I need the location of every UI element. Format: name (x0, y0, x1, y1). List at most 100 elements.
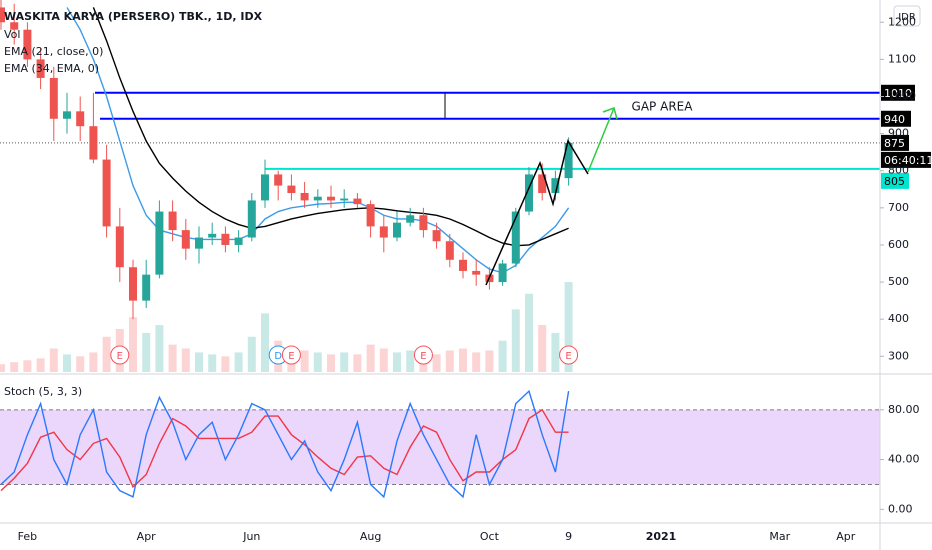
candle-body (525, 174, 533, 212)
price-label-box (881, 151, 931, 168)
stoch-line (0, 389, 570, 499)
event-marker (559, 345, 579, 365)
legend-entry: EMA (21, close, 0) (4, 45, 103, 58)
y-tick-label: 1100 (888, 52, 916, 65)
volume-bar (511, 309, 520, 372)
candle-body (511, 211, 520, 264)
volume-bar (300, 350, 309, 372)
candle-body (419, 215, 428, 231)
x-tick-label: Apr (137, 530, 157, 543)
y-tick-label: 300 (888, 349, 909, 362)
price-label: 805 (884, 175, 905, 188)
price-label: 06:40:11 (884, 154, 932, 167)
volume-bar (327, 354, 335, 372)
stoch-line (0, 408, 569, 492)
event-label: D (274, 351, 282, 362)
y-tick-label: 800 (888, 164, 909, 177)
candle-body (36, 59, 45, 78)
x-tick-label: Jun (242, 530, 260, 543)
candle-body (115, 226, 124, 268)
price-label-box (881, 110, 911, 127)
legend-entry: Vol (4, 28, 20, 41)
y-tick-label: 900 (888, 127, 909, 140)
stoch-legend: Stoch (5, 3, 3) (4, 385, 82, 398)
candle-body (340, 198, 349, 201)
candle-body (221, 233, 230, 245)
candle-body (155, 211, 164, 275)
candle-body (300, 192, 309, 201)
event-marker (110, 345, 130, 365)
candle-body (76, 111, 85, 127)
candle-body (445, 241, 454, 260)
y-tick-label: 1200 (888, 15, 916, 28)
volume-bar (366, 344, 375, 372)
arrow-head (602, 107, 618, 120)
zigzag-drawing (485, 139, 589, 286)
volume-bar (23, 360, 32, 372)
volume-bar (406, 350, 415, 372)
candle-body (459, 259, 467, 271)
legend-entry: EMA (34, EMA, 0) (4, 62, 99, 75)
candle-body (498, 263, 507, 283)
volume-bar (472, 352, 481, 372)
volume-bar (485, 350, 494, 372)
event-label: E (420, 351, 426, 362)
volume-bar (129, 317, 137, 372)
candle-body (274, 174, 283, 186)
event-label: E (565, 351, 571, 362)
volume-bar (340, 352, 349, 372)
volume-bar (89, 352, 98, 372)
volume-bar (459, 348, 467, 372)
volume-bar (102, 336, 111, 372)
candle-body (247, 200, 256, 238)
candle-body (208, 233, 217, 238)
volume-bar (0, 364, 5, 372)
volume-bar (551, 332, 560, 372)
volume-bar (353, 354, 362, 372)
x-tick-label: 9 (565, 530, 572, 543)
candle-body (234, 237, 243, 245)
candle-body (472, 270, 481, 275)
candle-body (379, 226, 388, 238)
candle-body (551, 178, 560, 193)
event-label: E (288, 351, 294, 362)
candle-body (287, 185, 296, 193)
y-tick-label: 500 (888, 275, 909, 288)
candle-body (49, 77, 58, 119)
y-tick-label: 700 (888, 201, 909, 214)
arrow-drawing (587, 107, 615, 173)
volume-bar (142, 332, 151, 372)
candle-body (23, 29, 32, 60)
price-label: 875 (884, 137, 905, 150)
event-label: E (117, 351, 123, 362)
volume-bar (208, 354, 217, 372)
currency-box[interactable] (893, 5, 921, 27)
candle-body (564, 142, 573, 179)
x-tick-label: Aug (360, 530, 381, 543)
candle-body (89, 126, 98, 160)
candle-body (393, 222, 401, 238)
candle-body (129, 267, 137, 301)
volume-bar (379, 348, 388, 372)
volume-bar (525, 293, 533, 372)
volume-bar (393, 352, 401, 372)
volume-bar (10, 362, 19, 372)
candle-body (353, 198, 362, 205)
event-marker (413, 345, 433, 365)
y-tick-label: 40.00 (888, 453, 920, 466)
volume-bar (445, 350, 454, 372)
candle-body (63, 111, 71, 119)
candle-body (181, 230, 190, 249)
candle-body (327, 196, 335, 201)
volume-bar (36, 358, 45, 372)
candle-body (313, 196, 322, 201)
volume-bar (155, 325, 164, 372)
stoch-band (0, 409, 880, 485)
candle-body (432, 230, 441, 242)
volume-bar (313, 352, 322, 372)
y-tick-label: 0.00 (888, 502, 913, 515)
candle-body (142, 274, 151, 301)
volume-bar (261, 313, 269, 372)
volume-bar (432, 354, 441, 372)
